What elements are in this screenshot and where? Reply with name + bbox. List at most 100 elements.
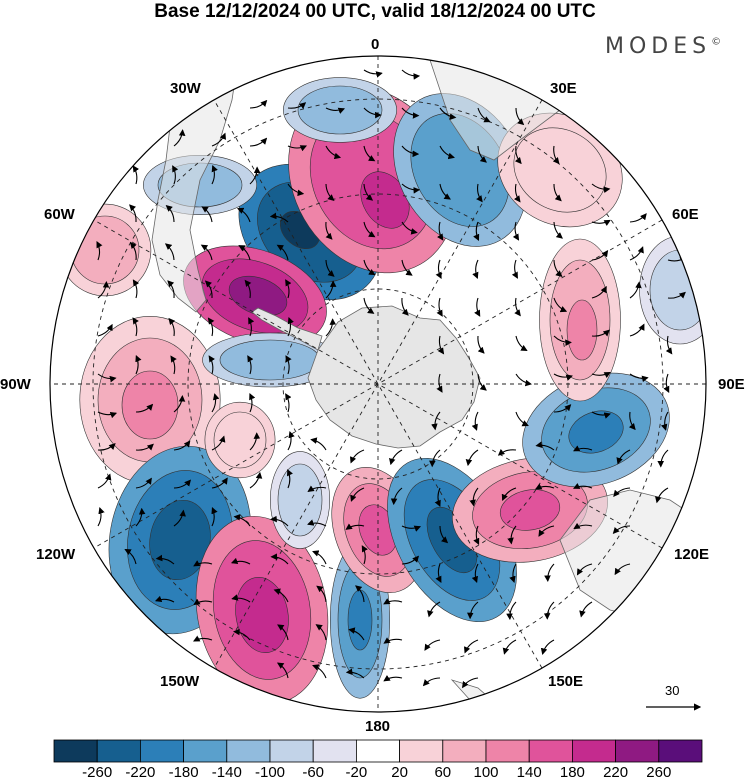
wind-arrow bbox=[591, 183, 611, 193]
wind-arrow bbox=[312, 664, 327, 679]
wind-arrow bbox=[629, 323, 645, 337]
wind-arrow bbox=[312, 550, 327, 565]
wind-arrow bbox=[461, 677, 479, 689]
colorbar-tick-label: -220 bbox=[125, 764, 156, 781]
wind-arrow bbox=[249, 432, 261, 451]
wind-arrow bbox=[477, 335, 485, 354]
colorbar-swatch bbox=[615, 739, 660, 763]
wind-arrow bbox=[277, 624, 289, 641]
wind-arrow bbox=[170, 355, 177, 375]
colorbar-swatch bbox=[183, 739, 228, 763]
wind-arrow bbox=[97, 443, 116, 451]
wind-arrow bbox=[553, 335, 572, 346]
wind-arrow bbox=[287, 469, 293, 489]
wind-arrow bbox=[124, 548, 137, 565]
wind-arrow bbox=[270, 515, 289, 527]
wind-arrow bbox=[515, 335, 528, 352]
wind-arrow bbox=[287, 183, 305, 197]
wind-arrow bbox=[628, 411, 636, 431]
antarctica-land bbox=[307, 305, 481, 449]
wind-arrow bbox=[476, 183, 483, 203]
wind-arrow bbox=[363, 69, 383, 78]
wind-arrow bbox=[287, 145, 308, 152]
wind-arrow bbox=[422, 677, 441, 687]
wind-arrow bbox=[515, 411, 529, 427]
wind-arrow bbox=[515, 373, 532, 387]
wind-arrow bbox=[573, 522, 593, 530]
wind-arrow bbox=[285, 279, 292, 299]
colorbar-swatch bbox=[658, 739, 703, 763]
wind-arrow bbox=[211, 477, 228, 489]
lon-label-180: 180 bbox=[365, 718, 391, 735]
lon-label-120e: 120E bbox=[674, 546, 710, 563]
positive-anomaly-core bbox=[213, 411, 267, 469]
wind-arrow bbox=[325, 221, 333, 240]
lon-label-0: 0 bbox=[371, 36, 380, 53]
wind-arrow bbox=[325, 145, 342, 160]
wind-arrow bbox=[383, 598, 403, 605]
wind-arrow bbox=[474, 297, 481, 317]
colorbar-swatch bbox=[312, 739, 357, 763]
positive-anomaly-center bbox=[235, 577, 289, 653]
wind-arrow bbox=[439, 145, 455, 160]
wind-arrow bbox=[477, 107, 491, 123]
lon-label-150e: 150E bbox=[548, 673, 584, 690]
wind-arrow bbox=[439, 107, 457, 120]
wind-arrow bbox=[97, 281, 110, 299]
colorbar-tick-label: 20 bbox=[391, 764, 408, 781]
wind-arrow bbox=[401, 297, 409, 316]
wind-arrow bbox=[230, 557, 251, 565]
wind-arrow bbox=[591, 250, 609, 261]
wind-arrow bbox=[249, 137, 268, 147]
colorbar-tick-label: -20 bbox=[345, 764, 368, 781]
wind-arrow bbox=[573, 482, 593, 489]
wind-arrow bbox=[193, 635, 213, 642]
wind-arrow bbox=[553, 297, 568, 313]
wind-arrow bbox=[363, 107, 382, 119]
wind-arrow bbox=[325, 107, 346, 114]
wind-arrow bbox=[325, 183, 335, 202]
wind-arrow bbox=[436, 373, 443, 393]
wind-arrow bbox=[97, 323, 113, 337]
lon-label-60e: 60E bbox=[672, 206, 699, 223]
wind-arrow bbox=[437, 335, 445, 355]
wind-arrow bbox=[436, 297, 443, 317]
wind-arrow bbox=[506, 601, 517, 621]
wind-arrow bbox=[165, 204, 175, 223]
positive-anomaly-center bbox=[499, 489, 561, 531]
wind-arrow bbox=[164, 243, 175, 261]
antarctic-peninsula bbox=[251, 307, 323, 351]
map-title: Base 12/12/2024 00 UTC, valid 18/12/2024… bbox=[154, 1, 596, 22]
wind-arrow bbox=[435, 259, 442, 279]
wind-arrow bbox=[135, 403, 154, 413]
colorbar-swatch bbox=[572, 739, 617, 763]
wind-arrow bbox=[665, 335, 673, 355]
wind-arrow bbox=[667, 291, 686, 299]
wind-arrow bbox=[211, 435, 226, 451]
colorbar-tick-label: 180 bbox=[559, 764, 585, 781]
brand-text: MODES bbox=[605, 34, 712, 59]
wind-arrow bbox=[173, 509, 186, 527]
colorbar-tick-label: -180 bbox=[168, 764, 199, 781]
wind-arrow bbox=[427, 601, 441, 618]
wind-arrow bbox=[501, 487, 517, 502]
wind-arrow bbox=[515, 107, 525, 126]
colorbar-tick-label: -140 bbox=[211, 764, 242, 781]
wind-arrow bbox=[612, 525, 631, 535]
wind-arrow bbox=[155, 554, 175, 565]
wind-arrow bbox=[325, 318, 337, 337]
wind-arrow bbox=[502, 639, 517, 655]
wind-arrow bbox=[345, 523, 365, 530]
wind-arrow bbox=[325, 280, 337, 299]
wind-arrow bbox=[211, 164, 218, 185]
wind-arrow bbox=[249, 392, 256, 413]
wind-arrow bbox=[287, 102, 307, 109]
wind-arrow bbox=[363, 145, 376, 162]
positive-anomaly-center bbox=[566, 299, 598, 361]
wind-arrow bbox=[401, 221, 418, 235]
wind-arrow bbox=[248, 317, 255, 337]
wind-arrow bbox=[471, 563, 479, 584]
wind-arrow bbox=[389, 449, 403, 466]
